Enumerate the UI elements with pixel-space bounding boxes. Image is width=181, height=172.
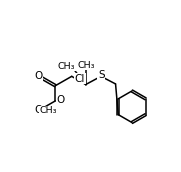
Text: O: O <box>56 95 65 105</box>
Text: O: O <box>34 71 43 81</box>
Text: Cl: Cl <box>75 74 85 84</box>
Text: O: O <box>34 105 43 115</box>
Text: CH₃: CH₃ <box>78 61 95 70</box>
Text: CH₃: CH₃ <box>40 106 57 115</box>
Text: S: S <box>98 70 105 80</box>
Text: CH₃: CH₃ <box>58 62 75 71</box>
